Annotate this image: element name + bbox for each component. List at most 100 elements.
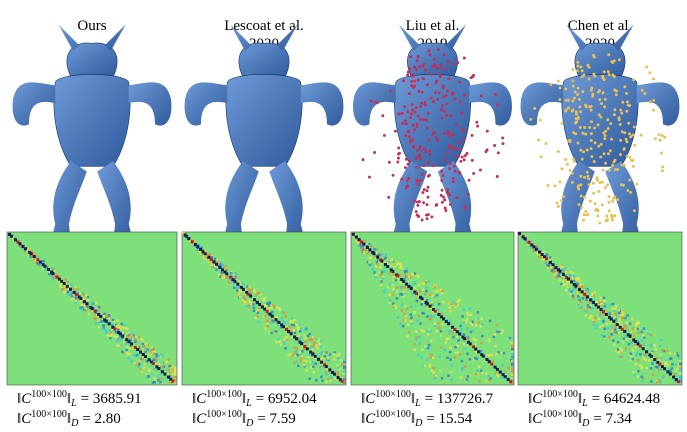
sample-point: [596, 215, 599, 218]
matrix-cell: [129, 334, 132, 337]
matrix-cell: [243, 301, 246, 304]
matrix-cell: [61, 288, 64, 291]
sample-point: [414, 111, 417, 114]
sample-point: [436, 139, 439, 142]
matrix-diagonal: [645, 350, 648, 353]
matrix-cell: [405, 275, 408, 278]
sample-point: [470, 76, 473, 79]
matrix-cell: [632, 349, 635, 352]
sample-point: [604, 162, 607, 165]
matrix-cell: [577, 295, 580, 298]
matrix-diagonal: [187, 237, 190, 240]
sample-point: [556, 201, 559, 204]
matrix-cell: [343, 367, 346, 370]
matrix-cell: [476, 317, 479, 320]
sample-point: [416, 204, 419, 207]
matrix-cell: [480, 342, 483, 345]
matrix-cell: [418, 284, 421, 287]
sample-point: [446, 130, 449, 133]
sample-point: [599, 156, 602, 159]
matrix-cell: [385, 253, 388, 256]
matrix-cell: [377, 271, 380, 274]
norm-open: ‖C: [192, 411, 207, 427]
matrix-cell: [124, 343, 127, 346]
matrix-cell: [126, 328, 129, 331]
sample-point: [442, 174, 445, 177]
matrix-cell: [466, 327, 469, 330]
matrix-cell: [88, 313, 91, 316]
matrix-cell: [463, 347, 466, 350]
matrix-cell: [134, 341, 137, 344]
sample-point: [613, 214, 616, 217]
matrix-cell: [664, 364, 667, 367]
sample-point: [394, 130, 397, 133]
sample-point: [407, 110, 410, 113]
sample-point: [407, 163, 410, 166]
matrix-diagonal: [275, 318, 278, 321]
matrix-cell: [404, 270, 407, 273]
sample-point: [660, 152, 663, 155]
matrix-diagonal: [612, 320, 615, 323]
matrix-cell: [307, 356, 310, 359]
matrix-cell: [144, 363, 147, 366]
sample-point: [600, 143, 603, 146]
matrix-diagonal: [33, 255, 36, 258]
matrix-cell: [256, 293, 258, 296]
matrix-cell: [572, 294, 575, 297]
matrix-cell: [478, 366, 481, 369]
matrix-cell: [424, 365, 427, 368]
sample-point: [579, 65, 582, 68]
matrix-cell: [373, 248, 376, 251]
matrix-diagonal: [653, 358, 656, 361]
matrix-diagonal: [634, 340, 637, 343]
sample-point: [398, 152, 401, 155]
matrix-cell: [153, 352, 156, 355]
matrix-cell: [585, 298, 588, 301]
matrix-cell: [469, 307, 472, 310]
matrix-cell: [269, 307, 272, 310]
matrix-cell: [494, 333, 497, 336]
matrix-diagonal: [225, 272, 228, 275]
matrix-cell: [428, 344, 431, 347]
matrix-cell: [614, 328, 617, 331]
matrix-cell: [449, 358, 452, 361]
sample-point: [626, 189, 629, 192]
sample-point: [426, 83, 429, 86]
sample-point: [421, 218, 424, 221]
matrix-cell: [562, 268, 565, 271]
matrix-cell: [311, 339, 314, 342]
sample-point: [448, 167, 451, 170]
matrix-cell: [70, 283, 73, 286]
sample-point: [396, 161, 399, 164]
norm-value: = 6952.04: [256, 391, 317, 407]
matrix-cell: [429, 294, 432, 297]
matrix-cell: [565, 282, 568, 285]
matrix-cell: [667, 364, 670, 367]
sample-point: [472, 172, 475, 175]
matrix-cell: [82, 294, 85, 297]
matrix-cell: [383, 290, 386, 293]
matrix-diagonal: [458, 332, 461, 335]
sample-point: [472, 74, 475, 77]
sample-point: [562, 195, 565, 198]
sample-point: [415, 179, 418, 182]
matrix-cell: [393, 265, 396, 268]
matrix-cell: [388, 299, 391, 302]
sample-point: [415, 106, 418, 109]
sample-point: [583, 126, 586, 129]
sample-point: [463, 94, 466, 97]
sample-point: [416, 183, 419, 186]
sample-point: [440, 170, 443, 173]
matrix-diagonal: [39, 261, 42, 264]
sample-point: [440, 63, 443, 66]
matrix-cell: [612, 303, 615, 306]
matrix-cell: [274, 324, 277, 327]
matrix-cell: [610, 322, 613, 325]
matrix-cell: [170, 370, 173, 373]
matrix-cell: [679, 372, 682, 375]
matrix-diagonal: [306, 347, 309, 350]
matrix-cell: [605, 316, 608, 319]
matrix-cell: [312, 365, 315, 368]
matrix-diagonal: [496, 368, 499, 371]
sample-point: [456, 61, 459, 64]
